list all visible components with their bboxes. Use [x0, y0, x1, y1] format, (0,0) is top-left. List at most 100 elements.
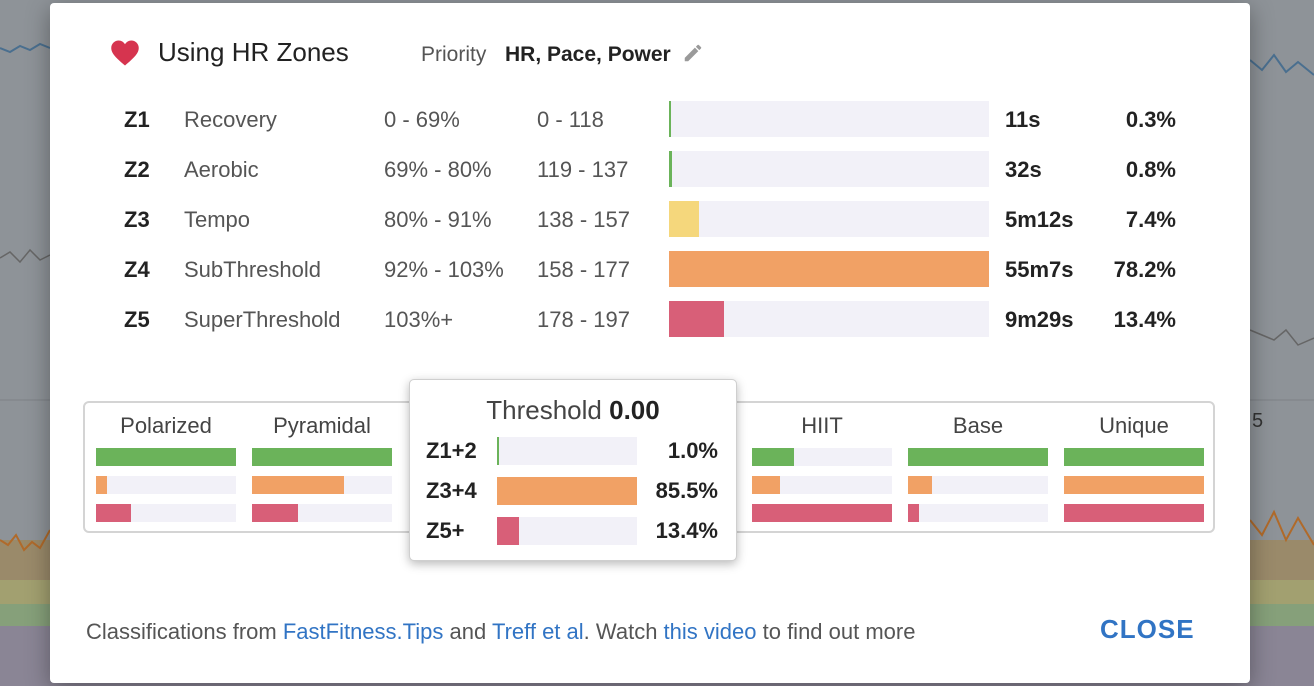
classification-base[interactable]: Base — [908, 403, 1048, 531]
classification-bar-mid — [1064, 476, 1204, 494]
zone-percent-range: 69% - 80% — [384, 157, 492, 182]
fastfitness-link[interactable]: FastFitness.Tips — [282, 619, 444, 644]
classification-bar-fill — [752, 448, 794, 466]
tooltip-row-label: Z5+ — [426, 518, 465, 543]
zone-share: 7.4% — [1125, 207, 1176, 232]
background-line-left-mid — [0, 248, 51, 264]
heart-icon — [111, 40, 139, 66]
zone-bar-track — [669, 151, 989, 187]
footer-mid-2: . Watch — [583, 619, 664, 644]
zone-bpm-range: 158 - 177 — [537, 257, 630, 282]
zone-bpm-range: 178 - 197 — [537, 307, 630, 332]
classification-bar-mid — [252, 476, 392, 494]
classification-bar-fill — [1064, 504, 1204, 522]
classification-bar-high — [908, 504, 1048, 522]
video-link[interactable]: this video — [663, 619, 757, 644]
classification-bar-fill — [752, 504, 892, 522]
classification-polarized[interactable]: Polarized — [96, 403, 236, 531]
footer-mid-1: and — [443, 619, 492, 644]
footer-prefix: Classifications from — [86, 619, 283, 644]
pencil-icon[interactable] — [682, 42, 704, 64]
classification-bar-fill — [252, 504, 298, 522]
zone-name: Aerobic — [184, 157, 259, 182]
zone-row-z4: Z4 SubThreshold 92% - 103% 158 - 177 55m… — [50, 249, 1250, 289]
tooltip-row-label: Z1+2 — [426, 438, 477, 463]
classification-bar-fill — [252, 448, 392, 466]
background-line-right-top — [1249, 53, 1314, 76]
classification-bar-mid — [96, 476, 236, 494]
zone-bar-fill — [669, 101, 671, 137]
tooltip-bar-track — [497, 477, 637, 505]
tooltip-row-value: 1.0% — [667, 438, 718, 463]
zone-time: 32s — [1005, 157, 1042, 182]
tooltip-bar-fill — [497, 477, 637, 505]
tooltip-row-z1-2: Z1+2 1.0% — [410, 436, 736, 466]
zone-bpm-range: 138 - 157 — [537, 207, 630, 232]
classification-bar-mid — [908, 476, 1048, 494]
zone-name: Tempo — [184, 207, 251, 232]
classification-label: Unique — [1099, 413, 1169, 438]
footer-text: Classifications from FastFitness.Tips an… — [86, 619, 915, 645]
zone-id: Z5 — [124, 307, 150, 332]
zone-time: 55m7s — [1005, 257, 1074, 282]
zone-share: 13.4% — [1113, 307, 1176, 332]
classification-bar-low — [96, 448, 236, 466]
dialog-header: Using HR Zones Priority HR, Pace, Power — [50, 3, 1250, 103]
zone-bar-track — [669, 101, 989, 137]
tooltip-row-z5: Z5+ 13.4% — [410, 516, 736, 546]
classification-hiit[interactable]: HIIT — [752, 403, 892, 531]
close-button[interactable]: CLOSE — [1100, 614, 1195, 644]
zone-time: 5m12s — [1005, 207, 1074, 232]
classification-bar-low — [1064, 448, 1204, 466]
classification-label: Polarized — [120, 413, 212, 438]
classification-unique[interactable]: Unique — [1064, 403, 1204, 531]
zone-row-z2: Z2 Aerobic 69% - 80% 119 - 137 32s 0.8% — [50, 149, 1250, 189]
classification-bar-fill — [1064, 476, 1204, 494]
background-line-right-mid — [1249, 328, 1314, 346]
tooltip-score: 0.00 — [609, 395, 660, 425]
classification-bar-fill — [908, 448, 1048, 466]
classification-bar-fill — [1064, 448, 1204, 466]
zone-time: 11s — [1005, 107, 1041, 132]
zone-bar-fill — [669, 251, 989, 287]
zone-id: Z1 — [124, 107, 150, 132]
classification-bar-fill — [96, 476, 107, 494]
footer-suffix: to find out more — [756, 619, 916, 644]
tooltip-row-label: Z3+4 — [426, 478, 477, 503]
tooltip-row-value: 13.4% — [655, 518, 718, 543]
classification-bar-mid — [752, 476, 892, 494]
zone-row-z3: Z3 Tempo 80% - 91% 138 - 157 5m12s 7.4% — [50, 199, 1250, 239]
zone-name: SuperThreshold — [184, 307, 341, 332]
treff-link[interactable]: Treff et al — [491, 619, 584, 644]
classification-bar-fill — [96, 504, 131, 522]
tooltip-bar-fill — [497, 437, 499, 465]
zone-share: 0.3% — [1125, 107, 1176, 132]
classification-label: Pyramidal — [273, 413, 371, 438]
zone-id: Z3 — [124, 207, 150, 232]
dialog-title: Using HR Zones — [158, 37, 349, 67]
background-line-right-orange — [1249, 509, 1314, 546]
zone-bar-track — [669, 201, 989, 237]
classification-bar-high — [96, 504, 236, 522]
classification-label: HIIT — [801, 413, 843, 438]
zone-name: Recovery — [184, 107, 277, 132]
classification-bar-fill — [96, 448, 236, 466]
tooltip-bar-track — [497, 437, 637, 465]
classification-bar-fill — [908, 504, 919, 522]
tooltip-bar-fill — [497, 517, 519, 545]
zone-bpm-range: 119 - 137 — [537, 157, 629, 182]
zone-bar-fill — [669, 201, 699, 237]
zone-row-z5: Z5 SuperThreshold 103%+ 178 - 197 9m29s … — [50, 299, 1250, 339]
classification-bar-fill — [752, 476, 780, 494]
classification-bar-low — [252, 448, 392, 466]
background-axis-label: 5 — [1252, 410, 1264, 432]
zone-row-z1: Z1 Recovery 0 - 69% 0 - 118 11s 0.3% — [50, 99, 1250, 139]
zone-percent-range: 80% - 91% — [384, 207, 492, 232]
tooltip-bar-track — [497, 517, 637, 545]
classification-label: Base — [952, 413, 1004, 438]
zone-percent-range: 0 - 69% — [384, 107, 460, 132]
classification-bar-fill — [252, 476, 344, 494]
zone-time: 9m29s — [1005, 307, 1074, 332]
classification-pyramidal[interactable]: Pyramidal — [252, 403, 392, 531]
zone-bar-fill — [669, 151, 672, 187]
